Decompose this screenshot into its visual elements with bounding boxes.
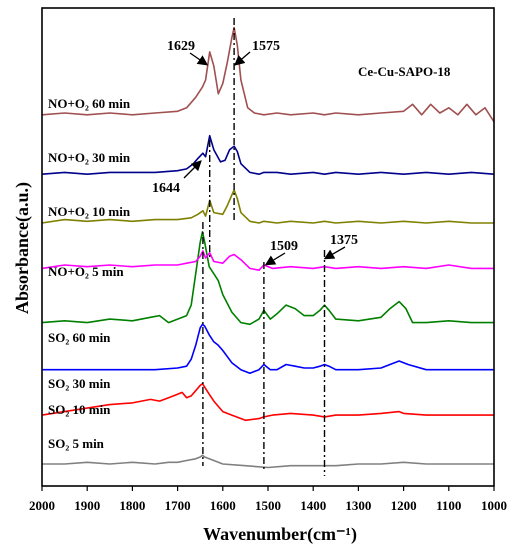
- series-line: [42, 454, 494, 469]
- peak-arrow: [323, 246, 346, 260]
- x-tick-label: 1700: [165, 498, 191, 513]
- peak-arrow: [183, 160, 202, 179]
- series-line: [41, 250, 494, 272]
- peak-arrow: [189, 52, 209, 66]
- peak-label: 1509: [270, 239, 298, 254]
- series-label: NO+O₂ 30 min: [48, 150, 131, 165]
- x-tick-label: 1900: [74, 498, 100, 513]
- x-tick-label: 1100: [436, 498, 461, 513]
- spectra-lines: [41, 26, 495, 469]
- chart-title: Ce-Cu-SAPO-18: [358, 64, 451, 79]
- x-tick-label: 1200: [391, 498, 417, 513]
- peak-label: 1644: [152, 181, 180, 196]
- x-tick-label: 2000: [29, 498, 55, 513]
- x-tick-label: 1400: [300, 498, 326, 513]
- series-line: [42, 323, 494, 375]
- x-axis-ticks: 2000 1900 1800 1700 1600 1500 1400 1300 1200 1100…: [29, 486, 507, 513]
- peak-labels: 1644 1629 1575 1509 1375: [152, 39, 358, 266]
- peak-label: 1375: [330, 233, 358, 248]
- peak-arrow: [264, 252, 286, 266]
- series-label: NO+O₂ 60 min: [48, 96, 131, 111]
- peak-label: 1629: [167, 39, 195, 54]
- peak-arrow: [234, 51, 251, 66]
- y-axis-label: Absorbance(a.u.): [12, 182, 33, 314]
- x-tick-label: 1000: [481, 498, 507, 513]
- series-line: [41, 231, 494, 326]
- x-tick-label: 1300: [345, 498, 371, 513]
- series-label: SO₂ 10 min: [48, 402, 111, 417]
- series-labels: SO₂ 5 min SO₂ 10 min SO₂ 30 min SO₂ 60 min N…: [48, 96, 131, 451]
- x-tick-label: 1800: [119, 498, 145, 513]
- series-label: SO₂ 30 min: [48, 376, 111, 391]
- reference-lines: [202, 18, 326, 476]
- series-label: NO+O₂ 5 min: [48, 264, 124, 279]
- series-label: SO₂ 60 min: [48, 330, 111, 345]
- peak-label: 1575: [252, 39, 280, 54]
- series-label: SO₂ 5 min: [48, 436, 105, 451]
- series-line: [41, 189, 494, 224]
- series-label: NO+O₂ 10 min: [48, 204, 131, 219]
- x-tick-label: 1500: [255, 498, 281, 513]
- x-axis-label: Wavenumber(cm⁻¹): [203, 524, 357, 545]
- series-line: [41, 26, 495, 123]
- series-line: [41, 382, 494, 422]
- x-tick-label: 1600: [210, 498, 236, 513]
- series-line: [41, 134, 495, 175]
